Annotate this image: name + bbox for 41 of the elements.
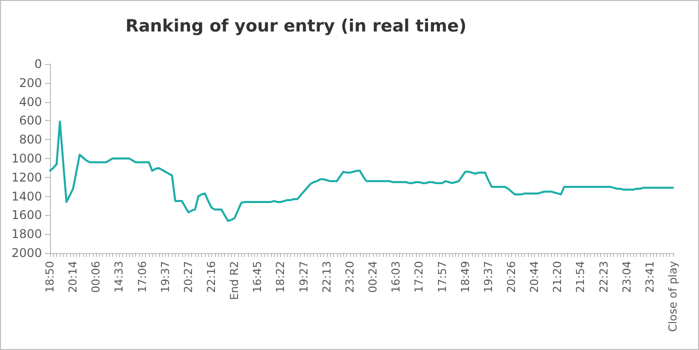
y-tick-label: 400 [19, 94, 42, 109]
x-tick-label: 18:22 [274, 261, 288, 293]
x-tick-label: 22:16 [205, 261, 218, 293]
x-tick-label: 19:37 [158, 261, 172, 293]
x-tick-label: 17:06 [136, 261, 149, 293]
x-tick-label: 20:44 [528, 261, 542, 293]
x-tick-label: 16:45 [251, 261, 264, 293]
x-tick-label: 20:27 [182, 261, 195, 293]
chart-title: Ranking of your entry (in real time) [125, 16, 467, 36]
x-tick-label: 21:54 [574, 261, 588, 293]
x-tick-label: 23:20 [343, 261, 356, 293]
x-tick-label: 18:49 [458, 261, 472, 293]
x-tick-label: 00:06 [90, 261, 103, 293]
x-tick-label: 16:03 [390, 261, 403, 293]
x-tick-label: 23:41 [643, 261, 656, 293]
x-tick-label: 00:24 [366, 261, 380, 293]
x-tick-label: 21:20 [551, 261, 564, 293]
y-tick-label: 600 [19, 114, 42, 128]
x-tick-label: 19:37 [482, 261, 495, 293]
x-tick-label: 22:13 [320, 261, 334, 293]
y-tick-label: 1200 [11, 170, 42, 184]
x-tick-label: 19:27 [297, 261, 310, 293]
x-tick-label: 20:14 [66, 261, 80, 293]
line-series [49, 120, 674, 222]
x-tick-label: 18:50 [44, 261, 56, 293]
x-tick-label: 17:20 [412, 261, 426, 293]
x-tick-label: 20:26 [504, 261, 518, 293]
x-tick-label: 23:04 [620, 261, 634, 293]
y-tick-label: 1600 [11, 208, 42, 222]
y-tick-label: 800 [19, 132, 42, 147]
y-tick-label: 200 [19, 76, 42, 90]
x-tick-label: 17:57 [436, 261, 449, 293]
y-tick-label: 1800 [11, 227, 42, 242]
x-tick-label: End R2 [228, 261, 242, 300]
y-tick-label: 1400 [11, 189, 42, 204]
x-tick-label: Close of play [666, 260, 680, 332]
y-tick-label: 2000 [11, 246, 42, 260]
x-tick-label: 14:33 [112, 261, 126, 293]
y-tick-label: 1000 [11, 152, 42, 166]
x-tick-label: 22:23 [597, 261, 610, 293]
y-tick-label: 0 [34, 57, 42, 71]
